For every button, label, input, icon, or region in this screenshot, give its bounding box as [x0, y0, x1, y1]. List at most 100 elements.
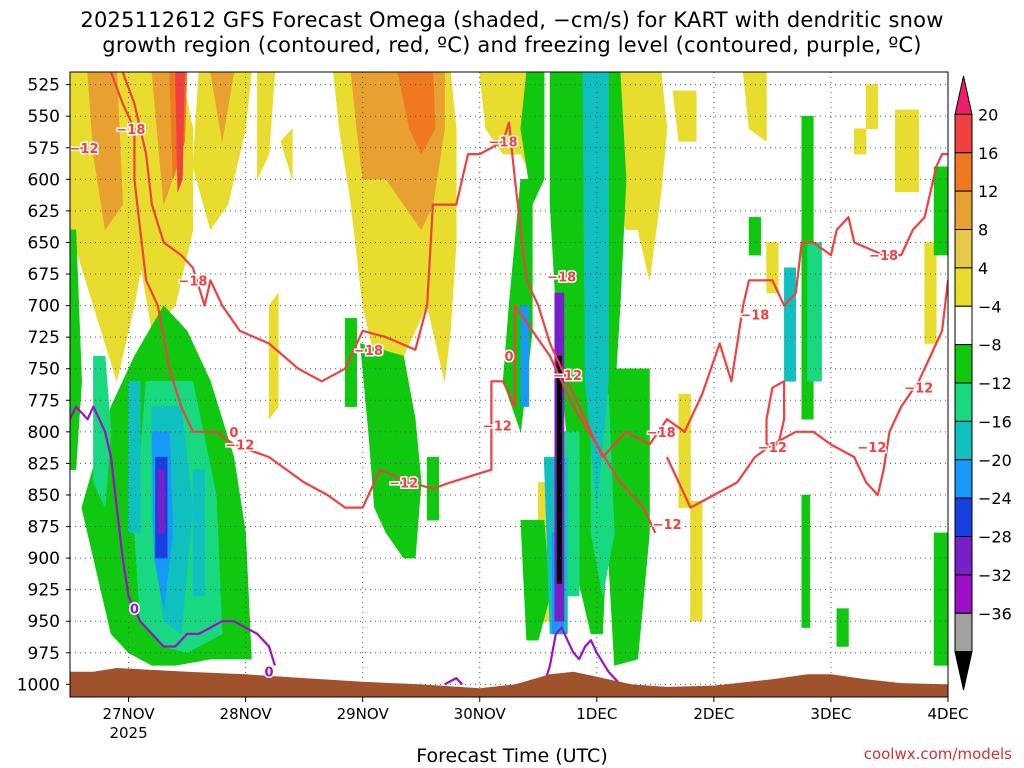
colorbar-swatch	[954, 229, 973, 269]
omega-shade-6-5	[783, 267, 797, 382]
x-tick-sublabel: 2025	[109, 724, 147, 742]
contour-line-0	[109, 72, 657, 534]
chart-title-line1: 2025112612 GFS Forecast Omega (shaded, −…	[80, 8, 944, 32]
omega-shade-9-0	[157, 469, 166, 534]
omega-shade-4-10	[748, 216, 761, 256]
omega-shade-4-6	[520, 72, 545, 206]
x-tick-label: 27NOV	[102, 705, 155, 723]
contour-label: −18	[647, 426, 676, 441]
omega-shade-0-15	[924, 242, 937, 344]
contour-label: −18	[489, 135, 518, 150]
y-tick-label: 700	[28, 297, 60, 317]
colorbar-swatch	[954, 344, 973, 384]
y-tick-label: 1000	[17, 675, 60, 695]
omega-shade-0-3	[257, 72, 276, 180]
y-tick-label: 600	[28, 170, 60, 190]
omega-shade-6-4	[582, 72, 609, 508]
omega-shade-4-3	[360, 343, 422, 559]
colorbar-label: 12	[978, 182, 998, 201]
colorbar-swatch	[954, 612, 973, 653]
omega-shade-2-1	[397, 72, 436, 155]
contour-label: −12	[70, 142, 99, 157]
contour-label: −18	[354, 344, 383, 359]
omega-shade-0-10	[742, 72, 767, 142]
contour-label: −18	[178, 274, 207, 289]
contour-label: −12	[225, 438, 254, 453]
omega-shade-4-13	[836, 608, 849, 647]
contour-label: −12	[904, 382, 933, 397]
omega-shade-0-9	[672, 90, 697, 142]
contour-label: 0	[130, 603, 139, 618]
plot-frame	[69, 71, 949, 698]
x-axis-title: Forecast Time (UTC)	[416, 745, 608, 767]
colorbar-label: 16	[978, 144, 998, 163]
contour-label: −18	[547, 271, 576, 286]
contour-label: −18	[116, 123, 145, 138]
omega-shade-5-0	[93, 355, 112, 509]
contour-label: 0	[229, 426, 238, 441]
omega-shade-4-2	[344, 317, 358, 407]
omega-shade-4-0	[70, 229, 82, 470]
y-tick-label: 750	[28, 360, 60, 380]
contour-label: −12	[553, 369, 582, 384]
y-tick-label: 975	[28, 644, 60, 664]
omega-shade-0-12	[854, 128, 867, 155]
contour-label: −18	[740, 308, 769, 323]
contour-line-4	[666, 280, 948, 509]
omega-shade-1-0	[87, 72, 123, 231]
y-tick-label: 525	[28, 76, 60, 96]
omega-shade-0-18	[690, 501, 703, 622]
y-tick-label: 850	[28, 486, 60, 506]
y-tick-label: 775	[28, 391, 60, 411]
omega-shade-3-0	[175, 72, 185, 192]
omega-shade-5-4	[807, 242, 822, 382]
colorbar-swatch	[954, 152, 973, 192]
colorbar-top-triangle	[954, 75, 973, 115]
colorbar-label: −24	[978, 489, 1012, 508]
y-tick-label: 825	[28, 454, 60, 474]
x-tick-label: 3DEC	[810, 705, 851, 723]
colorbar-swatch	[954, 305, 973, 346]
contour-line-5	[70, 405, 276, 666]
x-tick-label: 29NOV	[337, 705, 390, 723]
omega-shade-0-11	[766, 242, 779, 294]
omega-shade-6-0	[128, 381, 141, 534]
omega-shade-0-13	[865, 84, 879, 130]
colorbar-swatch	[954, 574, 973, 614]
colorbar-label: −28	[978, 528, 1012, 547]
colorbar-swatch	[954, 420, 973, 461]
chart-title-line2: growth region (contoured, red, ºC) and f…	[102, 33, 922, 57]
contour-line-3	[765, 380, 786, 446]
colorbar-label: −16	[978, 412, 1012, 431]
y-tick-label: 650	[28, 233, 60, 253]
omega-shade-0-17	[678, 393, 691, 508]
omega-shade-4-15	[933, 532, 948, 666]
omega-shade-10-0	[556, 355, 562, 584]
x-tick-label: 28NOV	[220, 705, 273, 723]
omega-shade-0-14	[895, 109, 919, 193]
colorbar-swatch	[954, 459, 973, 499]
contour-label: −18	[869, 249, 898, 264]
contour-line-7	[543, 626, 622, 686]
colorbar-label: −12	[978, 374, 1012, 393]
colorbar-swatch	[954, 190, 973, 230]
colorbar-label: 20	[978, 105, 998, 124]
contour-label: 0	[504, 350, 513, 365]
y-tick-label: 900	[28, 549, 60, 569]
contour-label: −12	[857, 441, 886, 456]
contour-label: −12	[758, 441, 787, 456]
omega-shade-0-5	[268, 292, 279, 420]
omega-shade-4-12	[801, 494, 811, 628]
contour-label: −12	[483, 420, 512, 435]
colorbar-swatch	[954, 382, 973, 422]
contour-line-6	[444, 676, 464, 686]
omega-shade-1-2	[210, 72, 235, 142]
y-tick-label: 925	[28, 581, 60, 601]
terrain-fill	[70, 668, 948, 697]
colorbar-swatch	[954, 536, 973, 576]
y-tick-label: 875	[28, 518, 60, 538]
y-tick-label: 950	[28, 612, 60, 632]
omega-shade-0-4	[280, 128, 293, 180]
x-tick-label: 30NOV	[454, 705, 507, 723]
